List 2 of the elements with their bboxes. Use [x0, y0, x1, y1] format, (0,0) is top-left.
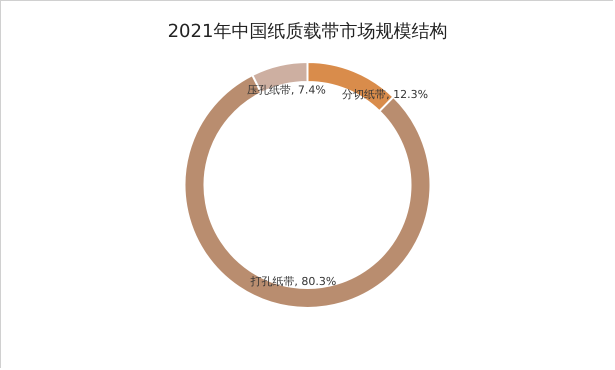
slice-label: 压孔纸带, 7.4% — [246, 83, 326, 96]
chart-title: 2021年中国纸质载带市场规模结构 — [168, 21, 448, 42]
